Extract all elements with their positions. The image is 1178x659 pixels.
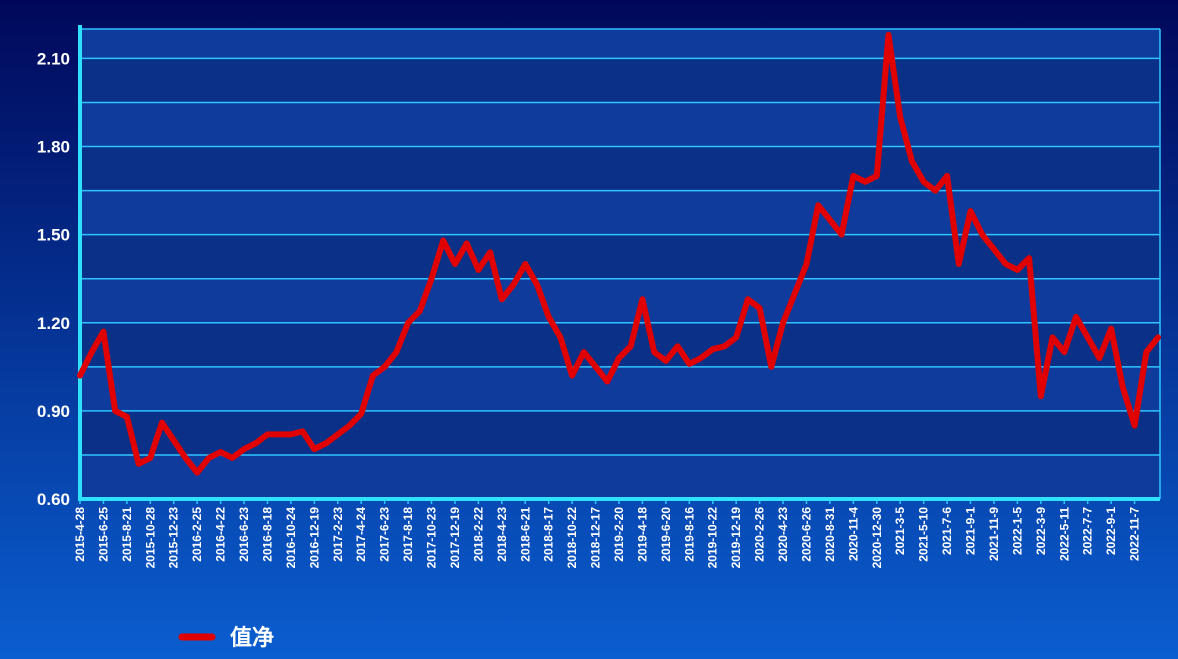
x-tick-label: 2016-10-24 xyxy=(284,507,298,569)
x-tick-label: 2015-12-23 xyxy=(167,507,181,569)
plot-band xyxy=(80,366,1160,411)
x-tick-label: 2018-8-17 xyxy=(542,507,556,562)
x-tick-label: 2018-4-23 xyxy=(495,507,509,562)
legend-label: 值净 xyxy=(230,625,274,650)
x-tick-label: 2019-4-18 xyxy=(635,507,649,562)
x-tick-label: 2018-6-21 xyxy=(518,507,532,562)
x-tick-label: 2019-6-20 xyxy=(659,507,673,562)
plot-band xyxy=(80,278,1160,323)
x-tick-label: 2020-11-4 xyxy=(846,507,860,561)
y-tick-label: 1.80 xyxy=(37,138,70,157)
x-tick-label: 2018-2-22 xyxy=(471,507,485,562)
x-tick-label: 2017-4-24 xyxy=(354,507,368,562)
x-tick-label: 2017-8-18 xyxy=(401,507,415,562)
x-tick-label: 2016-6-23 xyxy=(237,507,251,562)
x-tick-label: 2020-2-26 xyxy=(753,507,767,562)
x-tick-label: 2020-8-31 xyxy=(823,507,837,562)
y-tick-label: 1.20 xyxy=(37,314,70,333)
x-tick-label: 2022-9-1 xyxy=(1104,507,1118,555)
plot-band xyxy=(80,29,1160,59)
x-tick-label: 2022-11-7 xyxy=(1128,507,1142,561)
plot-band xyxy=(80,146,1160,191)
y-tick-label: 0.60 xyxy=(37,490,70,509)
x-tick-label: 2016-4-22 xyxy=(214,507,228,562)
plot-band xyxy=(80,410,1160,455)
x-tick-label: 2015-8-21 xyxy=(120,507,134,562)
plot-band xyxy=(80,58,1160,103)
x-tick-label: 2022-7-7 xyxy=(1081,507,1095,555)
x-tick-label: 2016-8-18 xyxy=(260,507,274,562)
plot-band xyxy=(80,234,1160,279)
plot-band xyxy=(80,102,1160,147)
y-tick-label: 1.50 xyxy=(37,226,70,245)
x-tick-label: 2016-12-19 xyxy=(307,507,321,569)
y-tick-label: 0.90 xyxy=(37,402,70,421)
y-tick-label: 2.10 xyxy=(37,49,70,68)
x-tick-label: 2022-5-11 xyxy=(1057,507,1071,561)
x-tick-label: 2021-3-5 xyxy=(893,507,907,555)
plot-band xyxy=(80,190,1160,235)
x-tick-label: 2019-10-22 xyxy=(706,507,720,569)
x-tick-label: 2016-2-25 xyxy=(190,507,204,562)
x-tick-label: 2021-5-10 xyxy=(917,507,931,562)
x-tick-label: 2021-7-6 xyxy=(940,507,954,555)
x-tick-label: 2015-10-28 xyxy=(143,507,157,569)
x-tick-label: 2019-2-20 xyxy=(612,507,626,562)
x-tick-label: 2017-6-23 xyxy=(378,507,392,562)
data-line xyxy=(77,31,1161,476)
plot-band xyxy=(80,454,1160,499)
x-tick-label: 2017-2-23 xyxy=(331,507,345,562)
x-tick-label: 2020-12-30 xyxy=(870,507,884,569)
x-tick-label: 2018-12-17 xyxy=(589,507,603,569)
x-tick-label: 2019-12-19 xyxy=(729,507,743,569)
x-tick-label: 2020-6-26 xyxy=(799,507,813,562)
x-tick-label: 2015-6-25 xyxy=(96,507,110,562)
x-tick-label: 2017-12-19 xyxy=(448,507,462,569)
x-tick-label: 2022-3-9 xyxy=(1034,507,1048,555)
x-tick-label: 2018-10-22 xyxy=(565,507,579,569)
x-tick-label: 2021-9-1 xyxy=(964,507,978,555)
x-tick-label: 2017-10-23 xyxy=(425,507,439,569)
x-tick-label: 2015-4-28 xyxy=(73,507,87,562)
x-tick-label: 2019-8-16 xyxy=(682,507,696,562)
x-tick-label: 2020-4-23 xyxy=(776,507,790,562)
x-tick-label: 2021-11-9 xyxy=(987,507,1001,561)
x-tick-label: 2022-1-5 xyxy=(1010,507,1024,555)
